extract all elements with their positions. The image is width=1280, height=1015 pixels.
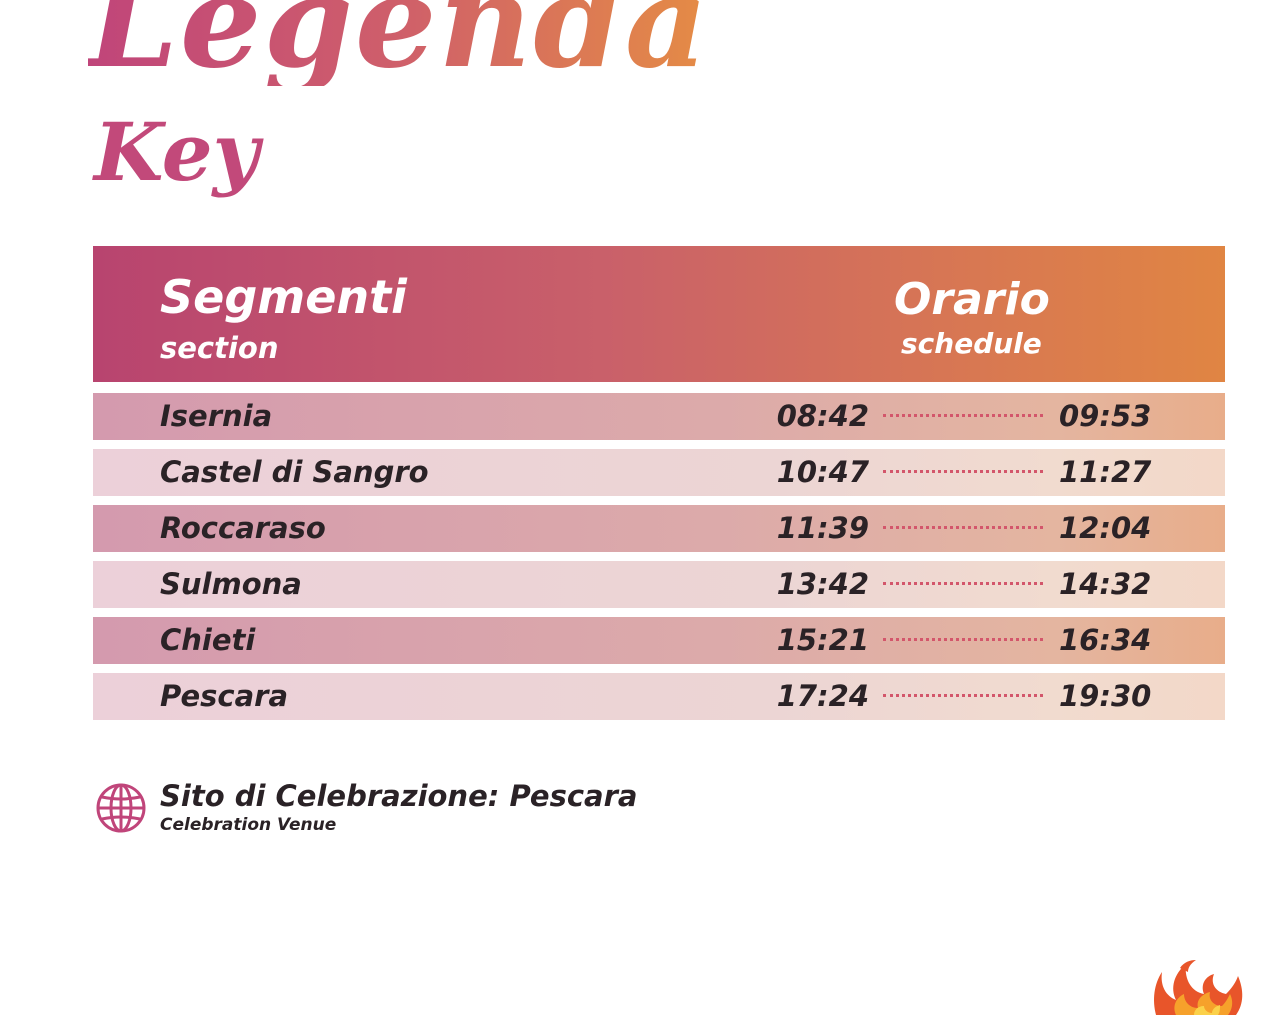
header-segments-sublabel: section bbox=[160, 331, 279, 365]
dotted-connector bbox=[883, 470, 1043, 473]
globe-icon bbox=[96, 783, 146, 833]
end-time: 09:53 bbox=[1059, 399, 1152, 433]
dotted-connector bbox=[883, 694, 1043, 697]
start-time: 15:21 bbox=[776, 623, 869, 657]
table-row: Roccaraso 11:39 12:04 bbox=[93, 505, 1225, 552]
venue-sublabel: Celebration Venue bbox=[160, 815, 337, 835]
segment-name: Isernia bbox=[160, 399, 273, 433]
table-row: Isernia 08:42 09:53 bbox=[93, 393, 1225, 440]
table-row: Castel di Sangro 10:47 11:27 bbox=[93, 449, 1225, 496]
dotted-connector bbox=[883, 638, 1043, 641]
start-time: 10:47 bbox=[776, 455, 869, 489]
start-time: 13:42 bbox=[776, 567, 869, 601]
table-row: Chieti 15:21 16:34 bbox=[93, 617, 1225, 664]
segment-name: Castel di Sangro bbox=[160, 455, 429, 489]
flame-logo bbox=[1154, 960, 1243, 1015]
venue-label: Sito di Celebrazione: Pescara bbox=[160, 779, 638, 813]
dotted-connector bbox=[883, 582, 1043, 585]
table-row: Sulmona 13:42 14:32 bbox=[93, 561, 1225, 608]
segment-name: Sulmona bbox=[160, 567, 302, 601]
page-title: Legenda bbox=[88, 0, 710, 86]
end-time: 19:30 bbox=[1059, 679, 1152, 713]
table-header: Segmenti section Orario schedule bbox=[93, 246, 1225, 382]
segment-name: Pescara bbox=[160, 679, 289, 713]
start-time: 08:42 bbox=[776, 399, 869, 433]
end-time: 14:32 bbox=[1059, 567, 1152, 601]
end-time: 11:27 bbox=[1059, 455, 1152, 489]
header-schedule-label: Orario bbox=[894, 274, 1050, 325]
start-time: 17:24 bbox=[776, 679, 869, 713]
segment-name: Roccaraso bbox=[160, 511, 326, 545]
dotted-connector bbox=[883, 414, 1043, 417]
dotted-connector bbox=[883, 526, 1043, 529]
header-schedule-sublabel: schedule bbox=[901, 327, 1042, 360]
end-time: 16:34 bbox=[1059, 623, 1152, 657]
end-time: 12:04 bbox=[1059, 511, 1152, 545]
segment-name: Chieti bbox=[160, 623, 256, 657]
header-segments-label: Segmenti bbox=[160, 270, 407, 324]
start-time: 11:39 bbox=[776, 511, 869, 545]
schedule-rows: Isernia 08:42 09:53 Castel di Sangro 10:… bbox=[93, 393, 1225, 729]
page-subtitle: Key bbox=[94, 105, 260, 199]
table-row: Pescara 17:24 19:30 bbox=[93, 673, 1225, 720]
